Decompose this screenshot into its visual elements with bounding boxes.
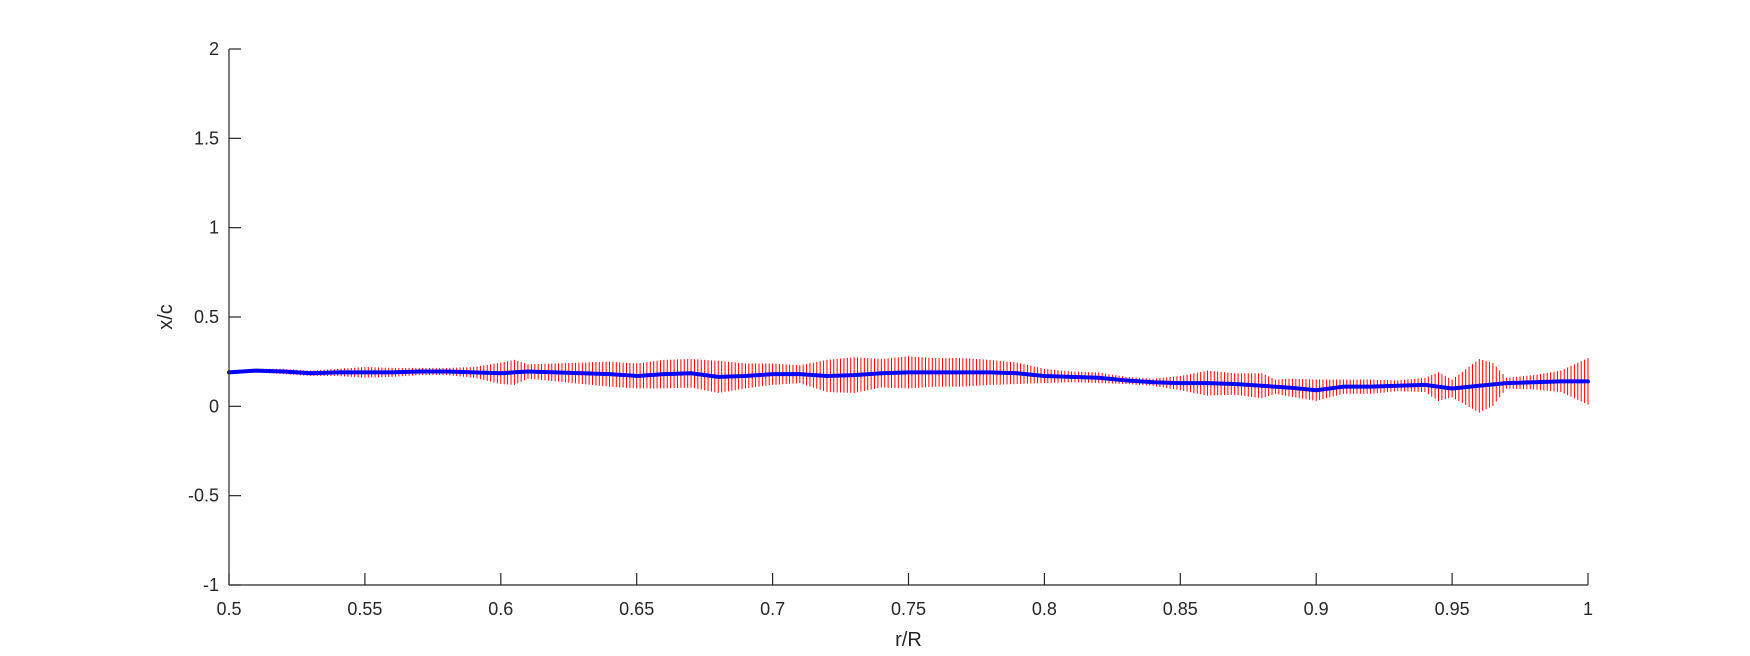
axes: 0.5 0.55 0.6 0.65 0.7 0.75 0.8 0.85 0.9 0.95 1 -1 -0… [188, 39, 1593, 619]
mean-line-series [227, 368, 1590, 393]
y-tick-label: 1.5 [194, 128, 219, 148]
x-tick-label: 0.85 [1163, 599, 1198, 619]
axis-labels: r/R x/c [155, 304, 922, 651]
x-tick-label: 0.9 [1304, 599, 1329, 619]
x-tick-label: 1 [1583, 599, 1593, 619]
x-tick-label: 0.6 [488, 599, 513, 619]
x-tick-label: 0.7 [760, 599, 785, 619]
y-tick-label: 1 [209, 218, 219, 238]
y-tick-label: 0 [209, 396, 219, 416]
y-axis-label: x/c [155, 304, 177, 330]
y-tick-label: -0.5 [188, 486, 219, 506]
x-tick-label: 0.55 [347, 599, 382, 619]
x-tick-label: 0.5 [216, 599, 241, 619]
x-axis-label: r/R [895, 629, 922, 651]
x-tick-label: 0.75 [891, 599, 926, 619]
y-tick-label: 2 [209, 39, 219, 59]
x-tick-label: 0.95 [1435, 599, 1470, 619]
y-tick-label: -1 [203, 575, 219, 595]
y-tick-label: 0.5 [194, 307, 219, 327]
x-tick-label: 0.65 [619, 599, 654, 619]
x-tick-label: 0.8 [1032, 599, 1057, 619]
